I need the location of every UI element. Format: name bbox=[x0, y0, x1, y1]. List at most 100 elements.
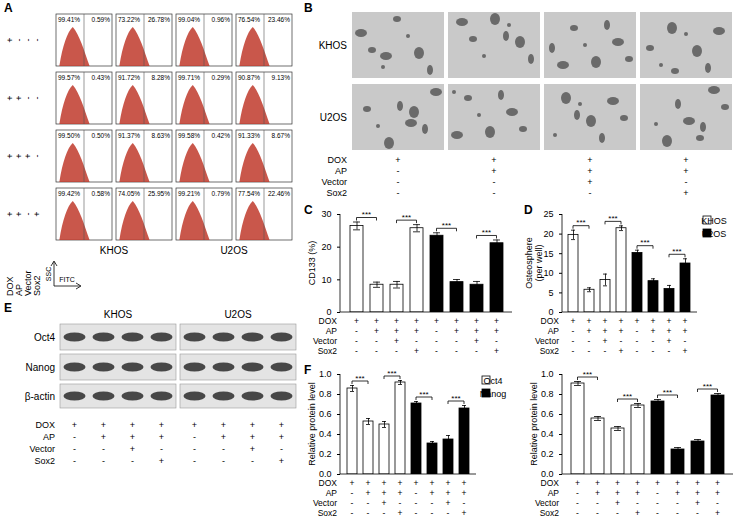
svg-text:-: - bbox=[193, 444, 196, 454]
svg-text:+: + bbox=[221, 420, 226, 430]
svg-text:***: *** bbox=[355, 374, 364, 383]
svg-text:0.42%: 0.42% bbox=[212, 132, 231, 139]
svg-text:-: - bbox=[32, 155, 42, 158]
svg-text:+: + bbox=[494, 326, 499, 336]
svg-text:+: + bbox=[491, 166, 496, 176]
svg-text:+: + bbox=[683, 188, 688, 198]
svg-text:+: + bbox=[446, 478, 451, 488]
svg-text:-: - bbox=[222, 444, 225, 454]
svg-text:-: - bbox=[395, 346, 398, 356]
svg-text:90.87%: 90.87% bbox=[238, 74, 260, 81]
svg-text:KHOS: KHOS bbox=[701, 216, 727, 226]
svg-text:-: - bbox=[435, 336, 438, 346]
svg-text:+: + bbox=[474, 316, 479, 326]
svg-text:-: - bbox=[415, 336, 418, 346]
svg-text:+: + bbox=[667, 316, 672, 326]
svg-text:-: - bbox=[576, 498, 579, 508]
svg-text:-: - bbox=[280, 444, 283, 454]
svg-text:+: + bbox=[695, 498, 700, 508]
svg-text:+: + bbox=[159, 420, 164, 430]
svg-text:+: + bbox=[414, 316, 419, 326]
svg-text:+: + bbox=[667, 336, 672, 346]
svg-text:+: + bbox=[159, 432, 164, 442]
svg-text:+: + bbox=[494, 316, 499, 326]
svg-text:-: - bbox=[193, 456, 196, 466]
svg-text:Sox2: Sox2 bbox=[32, 275, 42, 296]
svg-text:-: - bbox=[636, 336, 639, 346]
svg-text:***: *** bbox=[482, 228, 491, 237]
svg-text:-: - bbox=[596, 498, 599, 508]
svg-text:+: + bbox=[587, 316, 592, 326]
svg-text:10: 10 bbox=[321, 275, 331, 285]
svg-text:-: - bbox=[397, 166, 400, 176]
svg-text:8.63%: 8.63% bbox=[152, 132, 171, 139]
svg-text:+: + bbox=[446, 498, 451, 508]
svg-text:-: - bbox=[351, 498, 354, 508]
svg-text:***: *** bbox=[576, 218, 585, 227]
svg-text:-: - bbox=[131, 456, 134, 466]
svg-text:-: - bbox=[589, 188, 592, 198]
svg-text:25: 25 bbox=[543, 209, 553, 219]
svg-text:91.72%: 91.72% bbox=[118, 74, 140, 81]
svg-text:+: + bbox=[587, 326, 592, 336]
svg-text:-: - bbox=[656, 498, 659, 508]
svg-text:+: + bbox=[398, 488, 403, 498]
svg-text:0.6: 0.6 bbox=[319, 409, 332, 419]
svg-text:-: - bbox=[636, 346, 639, 356]
svg-text:+: + bbox=[250, 432, 255, 442]
svg-text:99.41%: 99.41% bbox=[58, 16, 80, 23]
svg-text:+: + bbox=[587, 177, 592, 187]
svg-text:+: + bbox=[462, 478, 467, 488]
svg-text:0.58%: 0.58% bbox=[92, 190, 111, 197]
svg-text:-: - bbox=[616, 508, 619, 518]
svg-text:73.22%: 73.22% bbox=[118, 16, 140, 23]
svg-text:-: - bbox=[652, 346, 655, 356]
svg-text:Vector: Vector bbox=[535, 336, 559, 346]
svg-text:+: + bbox=[655, 478, 660, 488]
svg-text:+: + bbox=[72, 420, 77, 430]
svg-text:+: + bbox=[279, 420, 284, 430]
svg-text:74.05%: 74.05% bbox=[118, 190, 140, 197]
svg-text:+: + bbox=[221, 432, 226, 442]
svg-text:99.04%: 99.04% bbox=[178, 16, 200, 23]
svg-text:+: + bbox=[675, 488, 680, 498]
svg-text:-: - bbox=[572, 326, 575, 336]
svg-text:-: - bbox=[251, 456, 254, 466]
svg-text:-: - bbox=[463, 498, 466, 508]
svg-text:-: - bbox=[367, 508, 370, 518]
svg-text:1.0: 1.0 bbox=[319, 369, 332, 379]
svg-text:-: - bbox=[431, 508, 434, 518]
svg-text:***: *** bbox=[640, 238, 649, 247]
svg-text:Nanog: Nanog bbox=[480, 389, 507, 399]
svg-text:Relative protein level: Relative protein level bbox=[307, 382, 317, 466]
svg-text:25.95%: 25.95% bbox=[148, 190, 170, 197]
svg-text:+: + bbox=[695, 488, 700, 498]
svg-text:F: F bbox=[304, 363, 311, 377]
svg-text:DOX: DOX bbox=[319, 316, 338, 326]
svg-text:+: + bbox=[683, 346, 688, 356]
svg-text:-: - bbox=[102, 444, 105, 454]
svg-text:-: - bbox=[636, 326, 639, 336]
svg-text:+: + bbox=[491, 155, 496, 165]
svg-text:-: - bbox=[383, 508, 386, 518]
svg-text:AP: AP bbox=[326, 326, 338, 336]
svg-text:+: + bbox=[635, 488, 640, 498]
svg-text:+: + bbox=[603, 336, 608, 346]
svg-text:Osteosphere(per well): Osteosphere(per well) bbox=[524, 237, 544, 289]
svg-text:-: - bbox=[102, 456, 105, 466]
svg-text:U2OS: U2OS bbox=[220, 245, 248, 256]
svg-text:+: + bbox=[398, 478, 403, 488]
svg-text:SSC: SSC bbox=[45, 267, 52, 281]
svg-text:-: - bbox=[160, 444, 163, 454]
svg-text:+: + bbox=[651, 316, 656, 326]
svg-text:***: *** bbox=[672, 247, 681, 256]
svg-text:-: - bbox=[668, 346, 671, 356]
svg-text:+: + bbox=[603, 326, 608, 336]
svg-text:0.4: 0.4 bbox=[319, 429, 332, 439]
svg-text:23.46%: 23.46% bbox=[268, 16, 290, 23]
svg-text:+: + bbox=[635, 508, 640, 518]
svg-text:+: + bbox=[615, 478, 620, 488]
svg-text:-: - bbox=[576, 488, 579, 498]
svg-text:-: - bbox=[572, 346, 575, 356]
svg-text:U2OS: U2OS bbox=[224, 309, 252, 320]
